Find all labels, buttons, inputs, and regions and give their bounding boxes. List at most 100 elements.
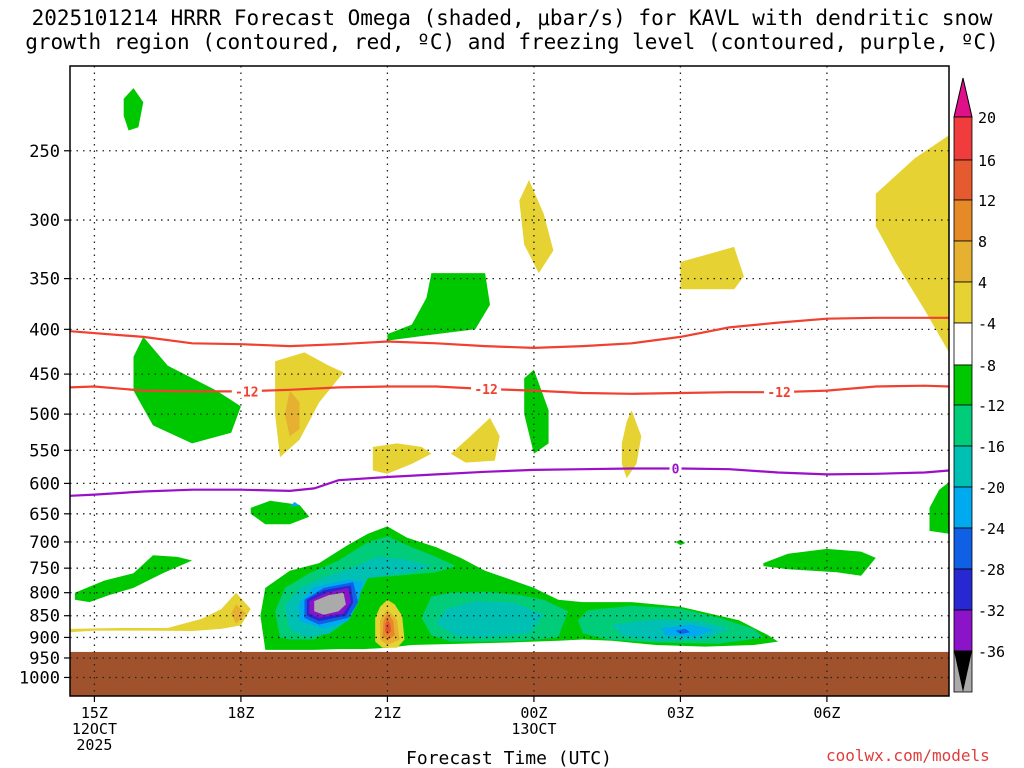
colorbar-label: 4 bbox=[978, 274, 987, 292]
x-tick-label: 15Z bbox=[81, 704, 108, 722]
omega-region-neg16 bbox=[660, 624, 715, 637]
y-tick-label: 850 bbox=[29, 607, 60, 627]
x-tick-label: 03Z bbox=[667, 704, 694, 722]
colorbar-segment bbox=[953, 404, 973, 447]
omega-region-neg4 bbox=[763, 548, 876, 576]
omega-region-neg32 bbox=[314, 592, 346, 615]
colorbar-segment bbox=[953, 322, 973, 366]
colorbar-bottom-arrow bbox=[954, 651, 972, 692]
colorbar-segment bbox=[953, 527, 973, 570]
plot-frame bbox=[69, 65, 950, 697]
colorbar-label: -28 bbox=[978, 561, 1005, 579]
colorbar-label: -32 bbox=[978, 602, 1005, 620]
x-tick-label: 12OCT bbox=[72, 720, 117, 738]
y-tick-label: 950 bbox=[29, 649, 60, 669]
x-tick-label: 2025 bbox=[76, 736, 112, 754]
omega-region-pos4 bbox=[621, 410, 642, 479]
colorbar-segment bbox=[953, 116, 973, 161]
colorbar-segment bbox=[953, 568, 973, 611]
contour-label-bg bbox=[231, 383, 262, 399]
y-tick-label: 450 bbox=[29, 365, 60, 385]
omega-region-pos4 bbox=[519, 180, 554, 274]
colorbar-segment bbox=[953, 240, 973, 283]
colorbar-label: -20 bbox=[978, 479, 1005, 497]
y-tick-label: 800 bbox=[29, 584, 60, 604]
x-tick-label: 06Z bbox=[813, 704, 840, 722]
omega-region-neg4 bbox=[133, 336, 241, 444]
colorbar-label: 16 bbox=[978, 152, 996, 170]
y-tick-label: 300 bbox=[29, 211, 60, 231]
contour-label-bg bbox=[471, 380, 502, 396]
dgz-lower-contour bbox=[70, 384, 949, 395]
chart-title-line-1: 2025101214 HRRR Forecast Omega (shaded, … bbox=[31, 6, 993, 30]
omega-region-pos4 bbox=[275, 352, 344, 458]
dgz-contour-label: -12 bbox=[767, 386, 790, 401]
omega-region-neg4 bbox=[387, 273, 490, 341]
freezing-contour-label: 0 bbox=[672, 463, 680, 478]
omega-region-pos4 bbox=[372, 443, 432, 474]
omega-region-neg4 bbox=[74, 555, 193, 603]
chart-title: 2025101214 HRRR Forecast Omega (shaded, … bbox=[0, 6, 1024, 54]
x-tick-label: 00Z bbox=[520, 704, 547, 722]
chart-title-line-2: growth region (contoured, red, ºC) and f… bbox=[25, 30, 999, 54]
y-tick-label: 250 bbox=[29, 142, 60, 162]
colorbar-label: -24 bbox=[978, 520, 1005, 538]
colorbar-segment bbox=[953, 364, 973, 406]
colorbar-label: 8 bbox=[978, 233, 987, 251]
grid bbox=[70, 66, 949, 696]
colorbar-top-arrow bbox=[953, 77, 973, 118]
y-tick-label: 600 bbox=[29, 474, 60, 494]
dgz-upper-contour bbox=[70, 316, 949, 350]
omega-region-neg4 bbox=[929, 482, 949, 534]
omega-region-neg20 bbox=[675, 628, 691, 634]
colorbar-segment bbox=[953, 199, 973, 242]
omega-region-pos8 bbox=[231, 604, 246, 624]
omega-region-neg4 bbox=[675, 539, 686, 546]
y-tick-label: 650 bbox=[29, 505, 60, 525]
x-tick-label: 21Z bbox=[374, 704, 401, 722]
omega-region-pos8 bbox=[284, 390, 300, 437]
colorbar-label: 20 bbox=[978, 109, 996, 127]
y-tick-label: 700 bbox=[29, 533, 60, 553]
dgz-contour-label: -12 bbox=[235, 385, 258, 400]
omega-region-pos4 bbox=[450, 417, 500, 463]
omega-region-pos4 bbox=[70, 592, 251, 633]
colorbar-label: 12 bbox=[978, 192, 996, 210]
contour-label-bg bbox=[764, 384, 795, 400]
omega-region-neg12 bbox=[436, 601, 544, 638]
credit-text: coolwx.com/models bbox=[826, 746, 990, 765]
y-axis: 2503003504004505005506006507007508008509… bbox=[19, 142, 70, 688]
y-tick-label: 500 bbox=[29, 405, 60, 425]
y-tick-label: 400 bbox=[29, 320, 60, 340]
x-tick-label: 18Z bbox=[227, 704, 254, 722]
omega-shading bbox=[70, 88, 949, 650]
omega-region-pos4 bbox=[875, 135, 949, 353]
terrain bbox=[70, 651, 949, 696]
colorbar-label: -16 bbox=[978, 438, 1005, 456]
y-tick-label: 550 bbox=[29, 441, 60, 461]
x-axis-title: Forecast Time (UTC) bbox=[406, 748, 612, 768]
y-tick-label: 750 bbox=[29, 559, 60, 579]
y-tick-label: 900 bbox=[29, 628, 60, 648]
colorbar-segment bbox=[953, 609, 973, 652]
contour-label-bg bbox=[669, 460, 682, 476]
colorbar-segment bbox=[953, 445, 973, 488]
colorbar-label: -4 bbox=[978, 315, 996, 333]
colorbar-label: -8 bbox=[978, 357, 996, 375]
omega-region-neg16 bbox=[289, 501, 300, 507]
colorbar-label: -12 bbox=[978, 397, 1005, 415]
colorbar-segment bbox=[953, 159, 973, 201]
omega-region-neg4 bbox=[250, 500, 310, 525]
dgz-contour-label: -12 bbox=[474, 383, 497, 398]
colorbar: 20 16 12 8 4 -4 -8 -12 -16 -20 -24 -28 -32 -36 bbox=[953, 77, 1005, 693]
omega-region-neg4 bbox=[123, 88, 144, 131]
colorbar-label: -36 bbox=[978, 643, 1005, 661]
ground-fill bbox=[70, 651, 949, 696]
omega-region-neg4 bbox=[524, 369, 549, 454]
y-tick-label: 350 bbox=[29, 270, 60, 290]
x-tick-label: 13OCT bbox=[511, 720, 556, 738]
y-tick-label: 1000 bbox=[19, 668, 60, 688]
colorbar-segment bbox=[953, 281, 973, 324]
